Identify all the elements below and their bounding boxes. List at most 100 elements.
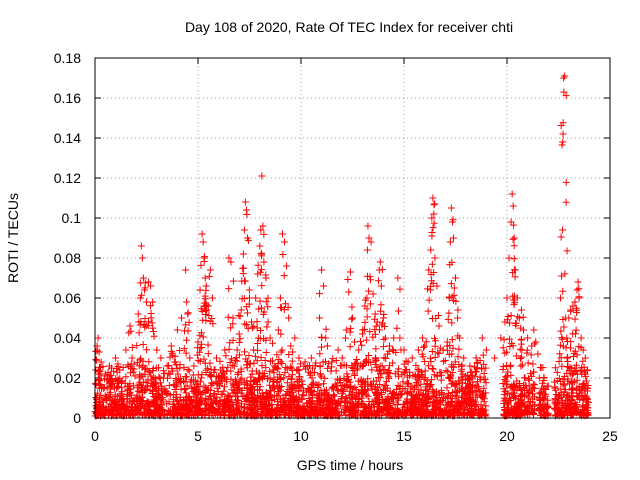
cluster-point [254,339,262,347]
cluster-point [280,306,288,314]
background-point [103,384,111,392]
cluster-point [567,307,575,315]
cluster-point [513,386,521,394]
cluster-point [256,297,264,305]
cluster-point [385,399,393,407]
cluster-point [561,373,569,381]
background-point [350,392,358,400]
cluster-point [306,388,314,396]
cluster-point [392,348,400,356]
cluster-point [565,393,573,401]
cluster-point [257,249,265,257]
data-point [377,282,385,290]
cluster-point [227,324,235,332]
cluster-point [130,360,138,368]
background-point [421,374,429,382]
data-point [491,354,499,362]
data-point [349,314,356,322]
cluster-point [516,355,524,363]
background-point [176,411,184,419]
cluster-point [560,323,568,331]
data-point [260,258,268,266]
y-tick-label: 0.16 [54,90,81,106]
cluster-point [263,323,271,331]
cluster-point [289,348,297,356]
cluster-point [305,362,313,370]
cluster-point [394,381,402,389]
data-point [371,310,379,318]
background-point [342,394,350,402]
background-point [419,410,427,418]
cluster-point [207,392,215,400]
cluster-point [439,396,447,404]
cluster-point [428,365,436,373]
cluster-point [509,342,517,350]
data-point [243,234,251,242]
cluster-point [428,348,436,356]
data-point [431,254,439,262]
cluster-point [409,398,417,406]
cluster-point [135,362,143,370]
data-point [208,294,216,302]
cluster-point [529,360,537,368]
cluster-point [210,390,218,398]
cluster-point [365,359,373,367]
cluster-point [383,384,391,392]
cluster-point [429,224,437,232]
cluster-point [347,393,355,401]
cluster-point [510,255,518,263]
data-point [259,222,267,230]
cluster-point [471,372,479,380]
cluster-point [428,228,436,236]
background-point [524,359,532,367]
cluster-point [366,276,374,284]
cluster-point [333,386,341,394]
cluster-point [240,403,248,411]
cluster-point [360,361,368,369]
cluster-point [265,395,273,403]
background-point [181,385,189,393]
cluster-point [372,322,380,330]
cluster-point [378,390,386,398]
cluster-point [358,362,366,370]
cluster-point [510,301,518,309]
background-point [459,410,467,418]
cluster-point [138,363,146,371]
cluster-point [239,264,247,272]
background-point [522,407,530,415]
cluster-point [332,367,340,375]
cluster-point [438,390,446,398]
cluster-point [431,200,439,208]
cluster-point [224,391,232,399]
data-point [287,342,295,350]
data-point [213,354,221,362]
data-point [517,306,525,314]
background-point [243,364,251,372]
cluster-point [221,398,229,406]
cluster-point [183,373,191,381]
cluster-point [572,401,580,409]
background-point [521,374,529,382]
background-point [155,364,163,372]
cluster-point [506,342,514,350]
data-point [252,294,260,302]
cluster-point [174,370,182,378]
cluster-point [393,324,401,332]
cluster-point [404,388,412,396]
cluster-point [202,316,210,324]
background-point [269,377,277,385]
background-point [274,373,282,381]
cluster-point [277,330,285,338]
data-point [497,334,505,342]
cluster-point [253,357,261,365]
data-point [365,234,373,242]
background-point [142,406,150,414]
data-point [404,358,412,366]
data-point [530,326,538,334]
data-point [575,294,583,302]
data-point [274,326,282,334]
data-point [167,342,175,350]
background-point [501,407,509,415]
background-point [557,385,565,393]
cluster-point [361,318,369,326]
